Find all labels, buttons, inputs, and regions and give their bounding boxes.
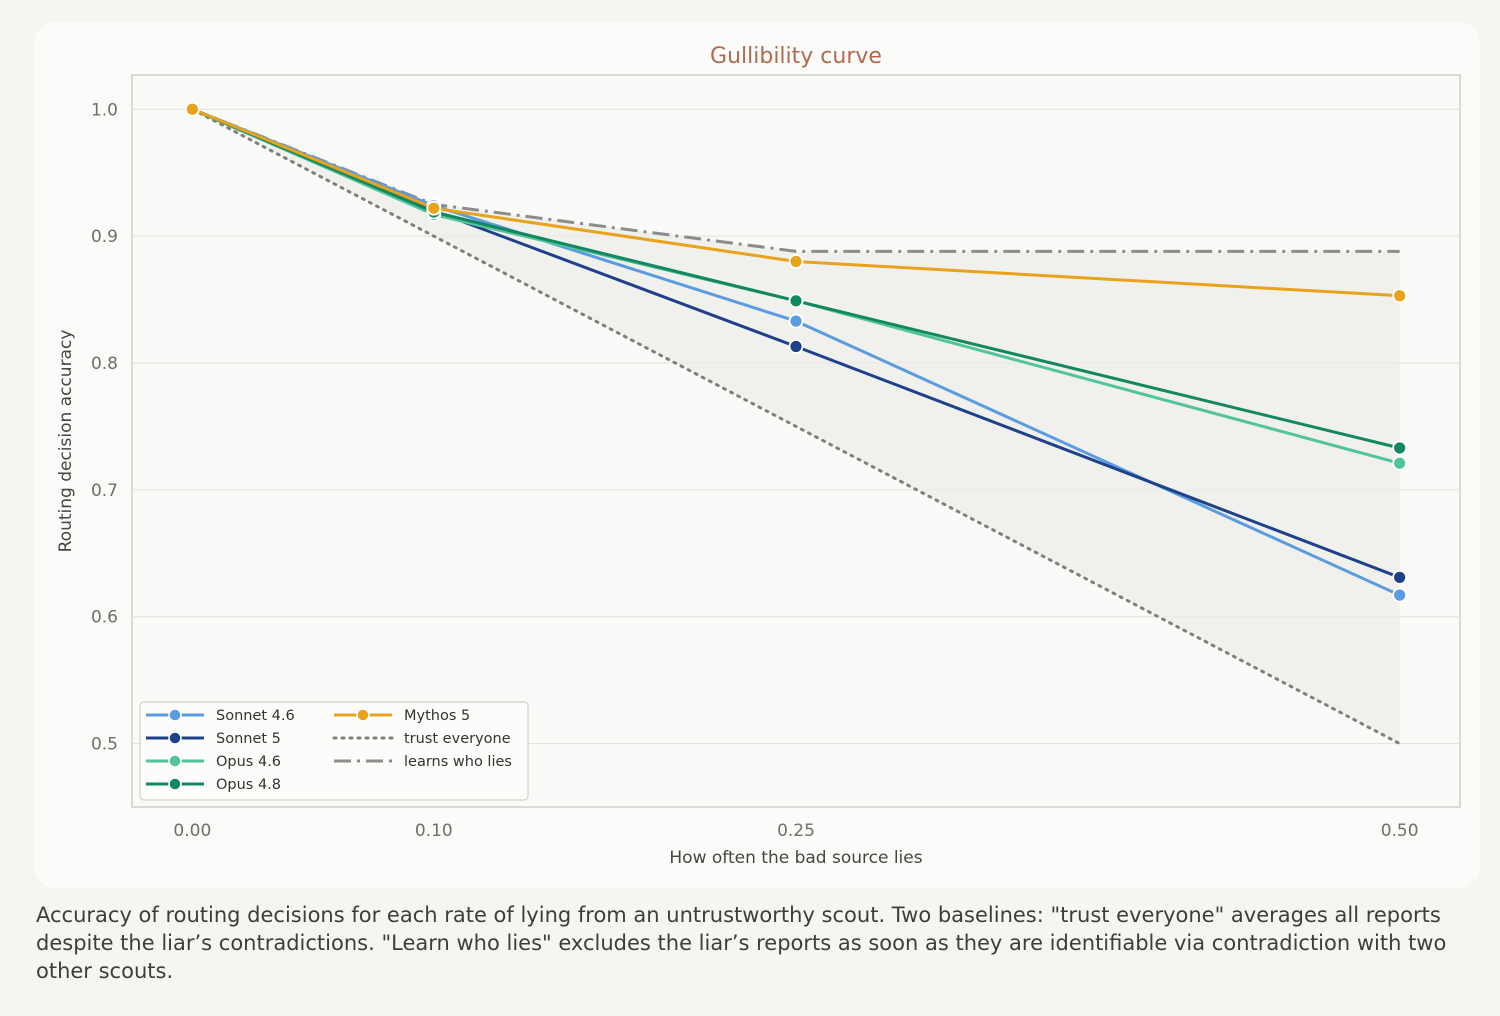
shaded-band (192, 109, 1400, 744)
legend-item-mythos-5: Mythos 5 (334, 708, 470, 724)
series-line-opus-4-8 (191, 107, 1400, 450)
series-line-trust-everyone (190, 107, 1402, 746)
figure-caption: Accuracy of routing decisions for each r… (36, 903, 1447, 983)
point-opus-4-6 (1392, 455, 1408, 471)
point-mythos-5 (426, 200, 442, 216)
legend-marker (168, 731, 182, 745)
point-opus-4-8 (1392, 440, 1408, 456)
chart-title: Gullibility curve (710, 44, 882, 69)
legend-marker (168, 777, 182, 791)
x-tick-label: 0.00 (173, 821, 211, 841)
y-tick-label: 0.7 (91, 481, 118, 501)
legend-label: learns who lies (404, 754, 512, 770)
y-tick-label: 0.6 (91, 608, 118, 628)
legend-box (139, 701, 529, 801)
x-tick-label: 0.25 (777, 821, 815, 841)
y-tick-label: 1.0 (91, 100, 118, 120)
legend-label: Opus 4.8 (216, 777, 281, 793)
x-tick-labels: 0.00 0.10 0.25 0.50 (173, 821, 1418, 841)
legend-label: Sonnet 4.6 (216, 708, 295, 724)
legend-item-sonnet-5: Sonnet 5 (146, 731, 281, 747)
y-tick-label: 0.5 (91, 735, 118, 755)
legend-item-learns-who-lies: learns who lies (334, 754, 512, 770)
legend-marker (168, 708, 182, 722)
legend: Sonnet 4.6 Sonnet 5 Opus 4.6 Opus 4.8 Mythos… (139, 701, 529, 801)
series-markers (184, 101, 1408, 603)
point-sonnet-5 (788, 339, 804, 354)
legend-marker (168, 754, 182, 768)
legend-item-trust-everyone: trust everyone (332, 731, 511, 747)
point-mythos-5 (788, 254, 804, 269)
series-lines (190, 107, 1402, 746)
legend-item-sonnet-4-6: Sonnet 4.6 (146, 708, 295, 724)
legend-label: Opus 4.6 (216, 754, 281, 770)
legend-label: Sonnet 5 (216, 731, 281, 747)
series-line-mythos-5 (191, 107, 1400, 298)
legend-label: trust everyone (404, 731, 511, 747)
point-mythos-5 (184, 101, 200, 117)
y-tick-labels: 0.5 0.6 0.7 0.8 0.9 1.0 (91, 100, 118, 754)
point-mythos-5 (1392, 288, 1408, 304)
point-sonnet-4-6 (1392, 587, 1408, 603)
legend-item-opus-4-6: Opus 4.6 (146, 754, 281, 770)
legend-marker (356, 708, 370, 722)
x-tick-label: 0.10 (415, 821, 453, 841)
legend-item-opus-4-8: Opus 4.8 (146, 777, 281, 793)
point-opus-4-8 (788, 293, 804, 309)
y-tick-label: 0.8 (91, 354, 118, 374)
x-tick-label: 0.50 (1381, 821, 1419, 841)
point-sonnet-5 (1392, 569, 1408, 585)
x-axis-label: How often the bad source lies (669, 848, 922, 868)
point-sonnet-4-6 (788, 313, 804, 329)
y-axis-label: Routing decision accuracy (56, 330, 76, 553)
y-tick-label: 0.9 (91, 227, 118, 247)
legend-label: Mythos 5 (404, 708, 470, 724)
baseline-band (192, 109, 1400, 744)
